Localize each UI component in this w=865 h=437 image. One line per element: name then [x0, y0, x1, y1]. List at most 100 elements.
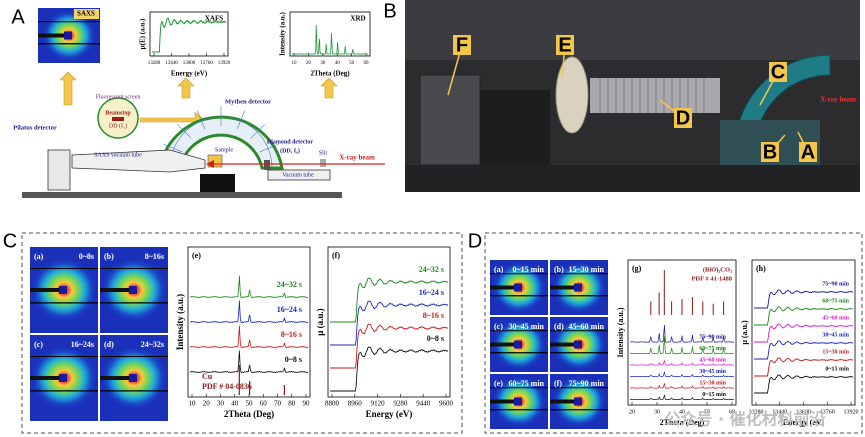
- spectrum-decor: [754, 323, 854, 343]
- spectrum-decor: [754, 340, 854, 360]
- label: Vacuum tube: [282, 172, 314, 178]
- detector-grid: [259, 143, 279, 153]
- curve-label: 24~32 s: [277, 280, 302, 289]
- marker-box: [453, 35, 471, 55]
- beamstop: [490, 399, 518, 404]
- photo-ring: [555, 56, 589, 134]
- beamstop: [30, 376, 63, 380]
- beamstop: [100, 288, 133, 292]
- x-tick-label: 90: [303, 400, 311, 408]
- marker-box: [761, 142, 779, 162]
- beamstop-center: [64, 31, 72, 40]
- x-tick-label: 60: [729, 409, 735, 415]
- x-axis-label: Energy (eV): [171, 70, 208, 78]
- label: XAFS: [205, 15, 223, 23]
- vacuum-tube: [71, 149, 206, 173]
- x-tick-label: 40: [679, 409, 685, 415]
- curve-label: 0~8 s: [285, 355, 302, 364]
- label: PDF # 41-1488: [691, 275, 732, 282]
- panel-tag: (g): [632, 264, 642, 273]
- curve-label: 8~16 s: [423, 311, 444, 320]
- pattern-decor: [629, 383, 735, 389]
- pattern-decor: [189, 275, 309, 299]
- curve-label: 30~45 min: [822, 332, 849, 338]
- x-tick-label: 9600: [439, 400, 454, 408]
- curve-label: 45~60 min: [822, 315, 849, 321]
- curve-label: 8~16 s: [281, 330, 302, 339]
- spectrum-decor: [754, 374, 854, 394]
- image-tag: (d): [554, 322, 564, 331]
- image-tag: (a): [34, 252, 44, 261]
- vacuum-tube: [267, 169, 331, 181]
- dashed-frame: [21, 232, 463, 434]
- beamstop-center: [574, 397, 582, 406]
- curve-label: 0~8 s: [427, 334, 444, 343]
- beamstop-center: [59, 286, 67, 294]
- beamstop: [490, 285, 518, 290]
- beamstop-center: [59, 374, 67, 382]
- label: Fluorescent screen: [96, 94, 141, 100]
- pattern-decor: [629, 360, 735, 366]
- x-tick-label: 80: [288, 400, 296, 408]
- label: (DD, I₀): [280, 147, 300, 154]
- x-tick-label: 9120: [371, 400, 386, 408]
- x-tick-label: 8800: [325, 400, 340, 408]
- pattern-decor: [629, 394, 735, 401]
- pilatus-detector: [47, 149, 71, 191]
- panel-tag: (f): [332, 251, 340, 260]
- spectrum-decor: [330, 277, 449, 323]
- x-axis-label: 2Theta (Deg): [310, 70, 350, 78]
- panel-letter: D: [468, 230, 482, 252]
- x-tick-label: 30: [320, 61, 326, 66]
- image-tag: (c): [34, 340, 43, 349]
- x-tick-label: 13280: [148, 61, 161, 66]
- detector-grid: [196, 110, 206, 130]
- panel-letter: C: [3, 230, 17, 252]
- beamstop: [490, 342, 518, 347]
- x-tick-label: 13440: [165, 61, 178, 66]
- x-axis-label: Energy (eV): [783, 418, 825, 427]
- panel-tag: (e): [192, 251, 201, 260]
- x-axis-label: 2Theta (Deg): [224, 409, 274, 419]
- curve-label: 60~75 min: [699, 346, 726, 352]
- x-axis-label: 2Theta (Deg): [660, 418, 705, 427]
- image-label: 0~15 min: [513, 265, 545, 274]
- arrow: [59, 71, 77, 106]
- curve-label: 0~15 min: [825, 366, 849, 372]
- curve-label: 75~90 min: [699, 334, 726, 340]
- watermark: 公众号 · 催化材料前沿: [664, 410, 825, 429]
- curve-label: 60~75 min: [822, 298, 849, 304]
- y-axis-label: Intensity (a.u.): [279, 11, 287, 55]
- label: DD (I₁): [109, 122, 127, 129]
- photo-wall: [405, 0, 860, 60]
- label: Sample: [215, 147, 233, 153]
- x-tick-label: 50: [349, 61, 355, 66]
- beamstop-center: [574, 340, 582, 349]
- curve-label: 16~24 s: [277, 305, 302, 314]
- x-tick-label: 30: [217, 400, 225, 408]
- x-tick-label: 40: [231, 400, 239, 408]
- x-tick-label: 13280: [749, 409, 764, 415]
- label: Mythen detector: [225, 98, 271, 105]
- image-tag: (b): [104, 252, 114, 261]
- pattern-decor: [629, 371, 735, 378]
- y-axis-label: μ (a.u.): [315, 308, 325, 335]
- label: Diamond detector: [267, 139, 313, 145]
- label: (BiO)₂CO₃: [703, 266, 732, 273]
- marker-box: [769, 62, 787, 82]
- beamstop: [30, 288, 63, 292]
- spectrum-decor: [330, 323, 449, 369]
- image-tag: (b): [554, 265, 564, 274]
- x-tick-label: 50: [246, 400, 254, 408]
- beamstop: [550, 285, 578, 290]
- arrowhead: [206, 160, 214, 168]
- image-label: 45~60 min: [569, 322, 605, 331]
- plot-frame: [327, 246, 451, 398]
- marker: A: [801, 141, 815, 163]
- mythen-detector: [158, 115, 284, 170]
- spectrum-decor: [152, 17, 227, 53]
- x-tick-label: 50: [704, 409, 710, 415]
- image-label: 60~75 min: [509, 379, 545, 388]
- pattern-decor: [292, 25, 369, 55]
- label: PDF # 04-0836: [202, 382, 252, 391]
